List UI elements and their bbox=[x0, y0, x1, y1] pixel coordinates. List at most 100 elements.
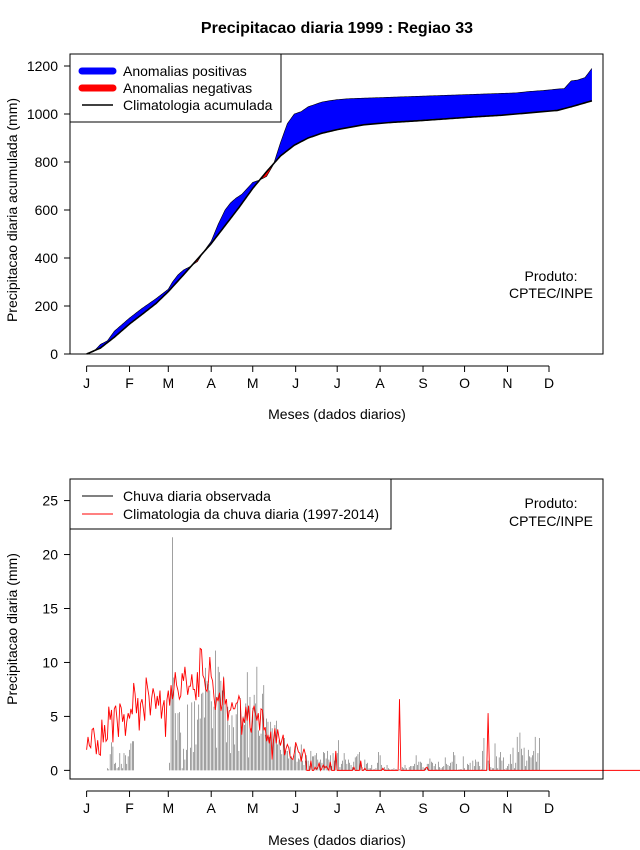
daily-bar bbox=[440, 768, 442, 771]
daily-bar bbox=[204, 717, 205, 771]
daily-bar bbox=[206, 680, 208, 771]
daily-bar bbox=[370, 768, 371, 771]
daily-bar bbox=[419, 761, 421, 771]
daily-bar bbox=[242, 716, 244, 771]
daily-bar bbox=[431, 761, 432, 771]
bottom-x-tick-label: J bbox=[292, 800, 299, 816]
bottom-x-tick-label: J bbox=[83, 800, 90, 816]
top-y-tick-label: 1000 bbox=[27, 106, 58, 122]
daily-bar bbox=[345, 759, 346, 771]
daily-bar bbox=[442, 767, 443, 771]
daily-bar bbox=[252, 707, 254, 771]
legend-daily-climatology: Climatologia da chuva diaria (1997-2014) bbox=[123, 506, 379, 522]
daily-bar bbox=[536, 761, 537, 771]
bottom-x-label: Meses (dados diarios) bbox=[268, 832, 406, 848]
daily-bar bbox=[487, 760, 489, 771]
daily-bar bbox=[414, 763, 415, 771]
chart-title: Precipitacao diaria 1999 : Regiao 33 bbox=[201, 20, 473, 37]
daily-bar bbox=[504, 769, 505, 771]
climatology-line bbox=[86, 100, 593, 355]
daily-bar bbox=[382, 769, 384, 771]
daily-bar bbox=[205, 667, 206, 771]
daily-bar bbox=[294, 750, 295, 771]
daily-bar bbox=[241, 730, 242, 771]
daily-bar bbox=[287, 750, 288, 771]
daily-bar bbox=[312, 756, 313, 771]
daily-bar bbox=[332, 753, 334, 771]
daily-bar bbox=[291, 756, 292, 771]
daily-bar bbox=[273, 739, 274, 771]
daily-bar bbox=[349, 762, 350, 771]
daily-bar bbox=[350, 764, 352, 771]
daily-bar bbox=[237, 702, 238, 771]
daily-bar bbox=[314, 755, 316, 771]
daily-bar bbox=[335, 755, 337, 771]
daily-bar bbox=[226, 742, 227, 771]
top-x-tick-label: D bbox=[544, 375, 554, 391]
daily-bar bbox=[514, 768, 515, 771]
daily-bar bbox=[444, 757, 446, 771]
daily-bar bbox=[224, 701, 226, 771]
daily-bar bbox=[212, 728, 213, 771]
daily-bar bbox=[173, 677, 175, 771]
daily-bar bbox=[408, 767, 410, 771]
legend-positive: Anomalias positivas bbox=[123, 63, 247, 79]
daily-bar bbox=[432, 762, 433, 771]
daily-bar bbox=[194, 701, 195, 771]
top-x-tick-label: O bbox=[459, 375, 470, 391]
daily-bar bbox=[410, 766, 411, 771]
top-y-tick-label: 0 bbox=[50, 346, 58, 362]
daily-bar bbox=[282, 735, 284, 771]
bottom-credit-line1: Produto: bbox=[525, 495, 578, 511]
daily-bar bbox=[411, 766, 413, 771]
daily-bar bbox=[172, 537, 173, 771]
daily-bar bbox=[454, 755, 456, 771]
daily-bar bbox=[476, 761, 478, 771]
daily-bar bbox=[343, 753, 345, 771]
daily-bar bbox=[359, 752, 360, 771]
daily-bar bbox=[264, 734, 266, 771]
daily-bar bbox=[258, 730, 259, 771]
bottom-credit-line2: CPTEC/INPE bbox=[509, 513, 593, 529]
daily-bar bbox=[413, 766, 414, 771]
legend-climatology: Climatologia acumulada bbox=[123, 97, 273, 113]
daily-bar bbox=[473, 766, 475, 771]
daily-bar bbox=[439, 767, 440, 771]
daily-bar bbox=[475, 759, 476, 771]
daily-bar bbox=[202, 692, 204, 771]
daily-bar bbox=[316, 753, 317, 771]
bottom-y-tick-label: 5 bbox=[50, 708, 58, 724]
bottom-x-tick-label: M bbox=[247, 800, 259, 816]
daily-bar bbox=[208, 684, 209, 771]
daily-bar bbox=[415, 755, 417, 771]
daily-bar bbox=[529, 756, 530, 771]
daily-bar bbox=[378, 752, 379, 771]
daily-bar bbox=[346, 763, 348, 771]
daily-bar bbox=[404, 764, 406, 771]
daily-bar bbox=[235, 714, 237, 771]
daily-bar bbox=[446, 763, 447, 771]
daily-bar bbox=[338, 740, 339, 771]
accumulated-chart: 0 200 400 600 800 1000 1200 J F M A M J J A S O N D Preci… bbox=[4, 53, 604, 422]
daily-climatology-line bbox=[86, 647, 640, 772]
daily-bar bbox=[490, 767, 492, 771]
bottom-y-tick-label: 0 bbox=[50, 762, 58, 778]
top-credit-line1: Produto: bbox=[525, 268, 578, 284]
daily-bar bbox=[127, 756, 129, 771]
daily-bar bbox=[507, 766, 508, 771]
daily-bar bbox=[522, 755, 523, 771]
daily-bar bbox=[453, 752, 454, 771]
bottom-y-tick-label: 20 bbox=[42, 547, 58, 563]
top-x-tick-label: F bbox=[125, 375, 134, 391]
daily-bar bbox=[493, 768, 494, 771]
daily-bar bbox=[246, 672, 248, 771]
daily-bar bbox=[231, 715, 233, 771]
daily-bar bbox=[468, 764, 469, 771]
daily-bar bbox=[277, 744, 278, 771]
bottom-legend: Chuva diaria observada Climatologia da c… bbox=[69, 478, 392, 530]
daily-bar bbox=[534, 736, 536, 771]
daily-bar bbox=[437, 761, 439, 771]
bottom-x-tick-label: D bbox=[544, 800, 554, 816]
daily-bar bbox=[116, 768, 118, 771]
